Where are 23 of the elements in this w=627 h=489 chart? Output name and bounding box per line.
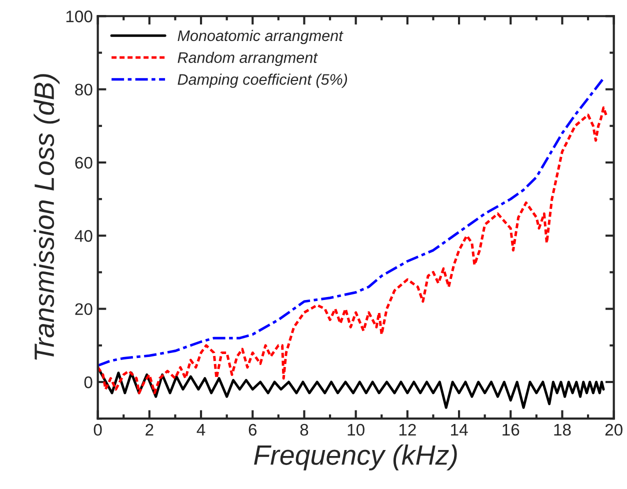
y-tick-label: 20 xyxy=(75,303,92,316)
x-tick-label: 8 xyxy=(300,424,308,436)
y-tick-label: 100 xyxy=(66,10,92,22)
legend-label: Random arrangment xyxy=(178,52,318,66)
x-tick-label: 16 xyxy=(502,424,520,436)
line-series xyxy=(98,106,608,394)
legend-label: Monoatomic arrangment xyxy=(178,30,344,44)
x-tick-label: 10 xyxy=(348,424,364,436)
x-tick-label: 6 xyxy=(248,424,257,436)
x-tick-label: 2 xyxy=(146,424,154,436)
x-tick-label: 4 xyxy=(196,424,206,436)
x-tick-label: 0 xyxy=(94,424,102,436)
y-tick-label: 80 xyxy=(75,84,92,96)
y-tick-label: 60 xyxy=(75,156,92,169)
x-tick-label: 20 xyxy=(605,424,622,436)
x-axis-title: Frequency (kHz) xyxy=(254,444,457,470)
y-tick-label: 40 xyxy=(74,230,92,242)
legend-label: Damping coefficient (5%) xyxy=(178,74,348,88)
x-tick-label: 12 xyxy=(399,424,416,436)
x-tick-label: 14 xyxy=(451,424,468,436)
x-tick-label: 18 xyxy=(554,424,571,436)
y-tick-label: 0 xyxy=(84,376,92,388)
y-axis-title: Transmission Loss (dB) xyxy=(34,74,60,360)
